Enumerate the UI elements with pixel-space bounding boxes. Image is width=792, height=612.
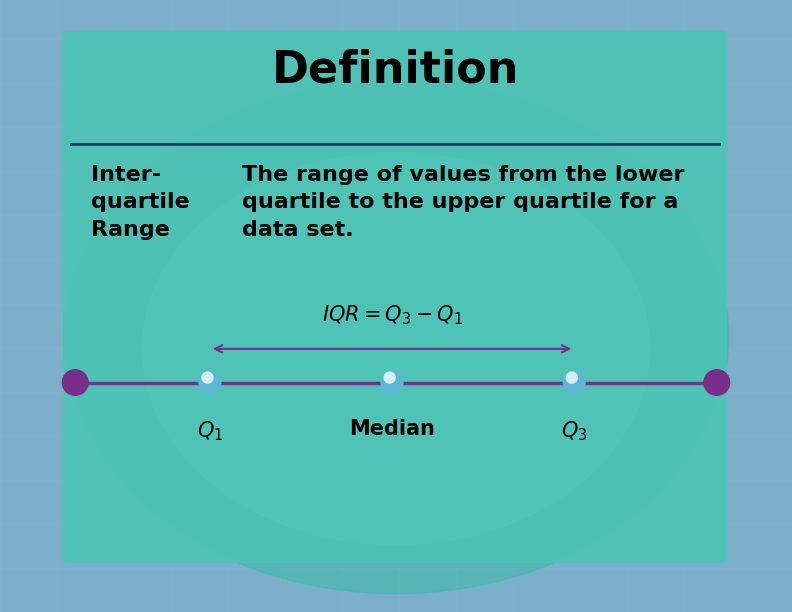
Circle shape xyxy=(143,153,649,545)
Text: Definition: Definition xyxy=(272,49,520,92)
Point xyxy=(568,378,581,387)
Point xyxy=(565,373,578,382)
FancyBboxPatch shape xyxy=(63,31,727,563)
Text: Inter-
quartile
Range: Inter- quartile Range xyxy=(91,165,190,240)
Point xyxy=(204,378,216,387)
Text: Median: Median xyxy=(349,419,435,439)
Text: The range of values from the lower
quartile to the upper quartile for a
data set: The range of values from the lower quart… xyxy=(242,165,684,240)
Point xyxy=(710,378,723,387)
Text: $\mathit{IQR} = Q_3 - Q_1$: $\mathit{IQR} = Q_3 - Q_1$ xyxy=(322,304,463,327)
Point xyxy=(69,378,82,387)
Point xyxy=(383,373,396,382)
Circle shape xyxy=(63,80,729,594)
Text: $Q_1$: $Q_1$ xyxy=(196,419,223,443)
Point xyxy=(386,378,398,387)
Text: $Q_3$: $Q_3$ xyxy=(561,419,588,443)
Point xyxy=(201,373,214,382)
